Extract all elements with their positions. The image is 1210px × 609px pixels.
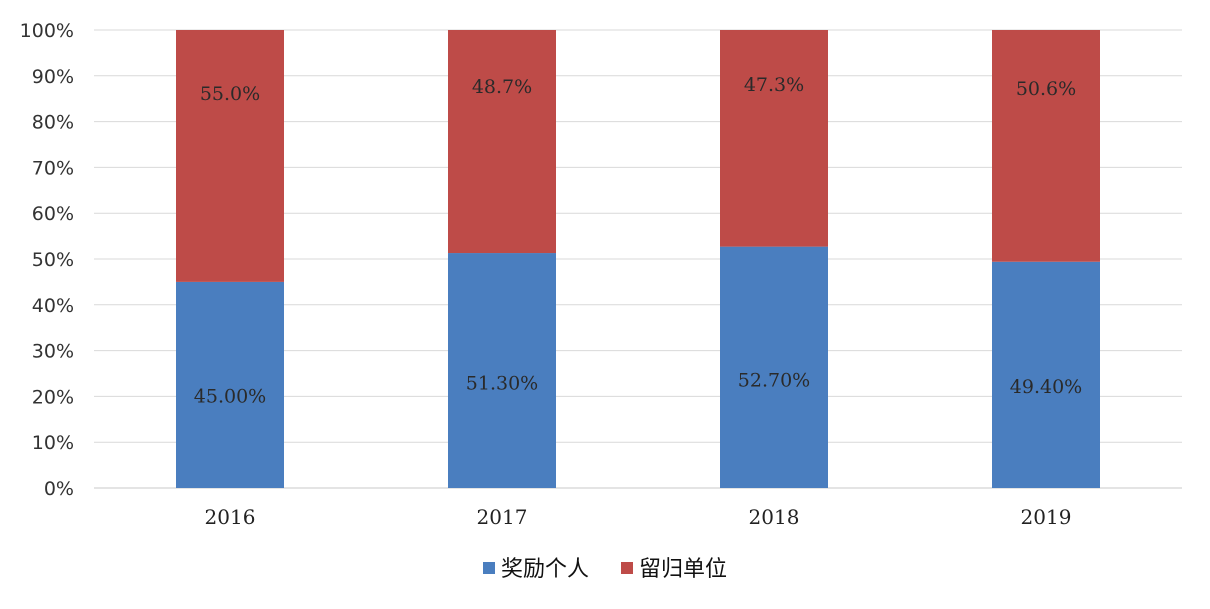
legend: 奖励个人 留归单位 — [483, 557, 727, 582]
y-axis-ticks: 0% 10% 20% 30% 40% 50% 60% 70% 80% 90% 100% — [20, 20, 74, 500]
x-tick-label: 2016 — [205, 505, 256, 529]
y-tick-label: 40% — [32, 295, 74, 317]
bar-series-1 — [720, 246, 828, 488]
legend-label: 留归单位 — [639, 557, 727, 582]
data-label: 52.70% — [738, 369, 810, 391]
legend-swatch — [621, 562, 633, 574]
bar-series-2 — [992, 30, 1100, 262]
bar-series-1 — [448, 253, 556, 488]
bar-series-2 — [720, 30, 828, 247]
y-tick-label: 90% — [32, 66, 74, 88]
y-tick-label: 60% — [32, 203, 74, 225]
data-label: 49.40% — [1010, 376, 1082, 398]
data-label: 47.3% — [744, 74, 804, 96]
legend-label: 奖励个人 — [501, 557, 589, 582]
x-tick-label: 2019 — [1021, 505, 1072, 529]
y-tick-label: 80% — [32, 112, 74, 134]
data-label: 51.30% — [466, 372, 538, 394]
data-labels: 45.00% 55.0% 51.30% 48.7% 52.70% 47.3% 49.40% 5… — [194, 74, 1082, 407]
data-label: 55.0% — [200, 83, 260, 105]
y-tick-label: 50% — [32, 249, 74, 271]
x-tick-label: 2018 — [749, 505, 800, 529]
x-axis-ticks: 2016 2017 2018 2019 — [205, 505, 1072, 529]
bars — [176, 30, 1100, 488]
bar-series-1 — [176, 281, 284, 488]
bar-series-2 — [176, 30, 284, 282]
y-tick-label: 100% — [20, 20, 74, 42]
y-tick-label: 10% — [32, 432, 74, 454]
data-label: 48.7% — [472, 76, 532, 98]
bar-series-2 — [448, 30, 556, 254]
y-tick-label: 70% — [32, 157, 74, 179]
bar-series-1 — [992, 261, 1100, 488]
data-label: 45.00% — [194, 385, 266, 407]
y-tick-label: 30% — [32, 341, 74, 363]
x-tick-label: 2017 — [477, 505, 528, 529]
y-tick-label: 0% — [44, 478, 74, 500]
y-tick-label: 20% — [32, 386, 74, 408]
data-label: 50.6% — [1016, 78, 1076, 100]
legend-swatch — [483, 562, 495, 574]
